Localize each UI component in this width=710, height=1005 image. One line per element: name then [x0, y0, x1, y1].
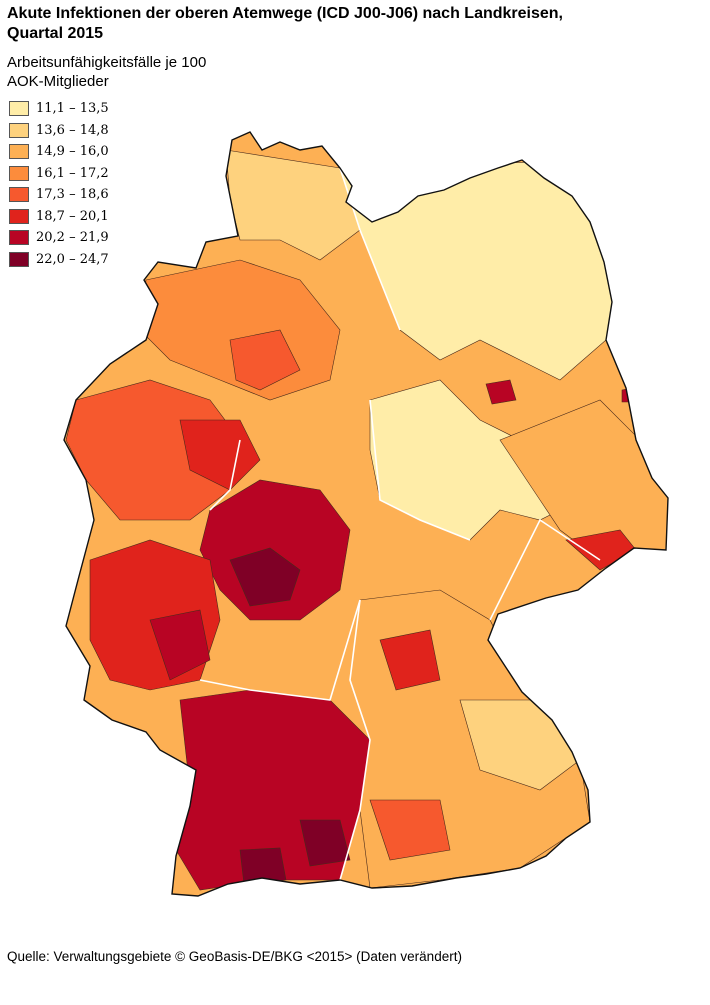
legend-swatch — [9, 165, 29, 181]
legend-swatch — [9, 187, 29, 203]
region-hesse-darkest — [229, 547, 301, 607]
legend-label: 18,7 – 20,1 — [36, 208, 109, 224]
legend-swatch — [9, 122, 29, 138]
legend: 11,1 – 13,5 13,6 – 14,8 14,9 – 16,0 16,1… — [9, 98, 109, 270]
state-border — [209, 439, 241, 511]
legend-swatch — [9, 230, 29, 246]
state-borders — [199, 167, 601, 881]
map-districts — [63, 131, 669, 897]
legend-label: 13,6 – 14,8 — [36, 122, 109, 138]
region-bavaria-south — [369, 799, 451, 861]
state-border — [199, 599, 361, 701]
legend-label: 22,0 – 24,7 — [36, 251, 109, 267]
region-berlin-area — [485, 379, 517, 405]
legend-swatch — [9, 101, 29, 117]
legend-item: 14,9 – 16,0 — [9, 141, 109, 163]
legend-swatch — [9, 251, 29, 267]
legend-swatch — [9, 144, 29, 160]
legend-swatch — [9, 208, 29, 224]
region-lake-constance — [239, 847, 287, 885]
state-border — [339, 599, 371, 881]
legend-label: 11,1 – 13,5 — [36, 101, 109, 117]
legend-title: Arbeitsunfähigkeitsfälle je 100 AOK-Mitg… — [7, 54, 207, 90]
map-title: Akute Infektionen der oberen Atemwege (I… — [7, 5, 563, 42]
region-nrw-hot — [179, 419, 261, 491]
region-bavaria-north-hot — [379, 629, 441, 691]
state-border — [339, 167, 401, 331]
legend-item: 17,3 – 18,6 — [9, 184, 109, 206]
legend-label: 17,3 – 18,6 — [36, 187, 109, 203]
legend-label: 20,2 – 21,9 — [36, 230, 109, 246]
legend-item: 22,0 – 24,7 — [9, 249, 109, 271]
legend-item: 20,2 – 21,9 — [9, 227, 109, 249]
state-border — [489, 518, 601, 621]
source-note: Quelle: Verwaltungsgebiete © GeoBasis-DE… — [7, 949, 462, 964]
state-border — [369, 399, 471, 541]
legend-item: 11,1 – 13,5 — [9, 98, 109, 120]
region-lower-saxony-hot — [229, 329, 301, 391]
region-rhineland-dark — [149, 609, 211, 681]
region-nrw — [65, 379, 241, 521]
legend-item: 18,7 – 20,1 — [9, 206, 109, 228]
legend-label: 16,1 – 17,2 — [36, 165, 109, 181]
region-bavaria-east — [459, 699, 581, 791]
legend-item: 16,1 – 17,2 — [9, 163, 109, 185]
region-baden-darkest — [299, 819, 351, 867]
legend-item: 13,6 – 14,8 — [9, 120, 109, 142]
legend-label: 14,9 – 16,0 — [36, 144, 109, 160]
